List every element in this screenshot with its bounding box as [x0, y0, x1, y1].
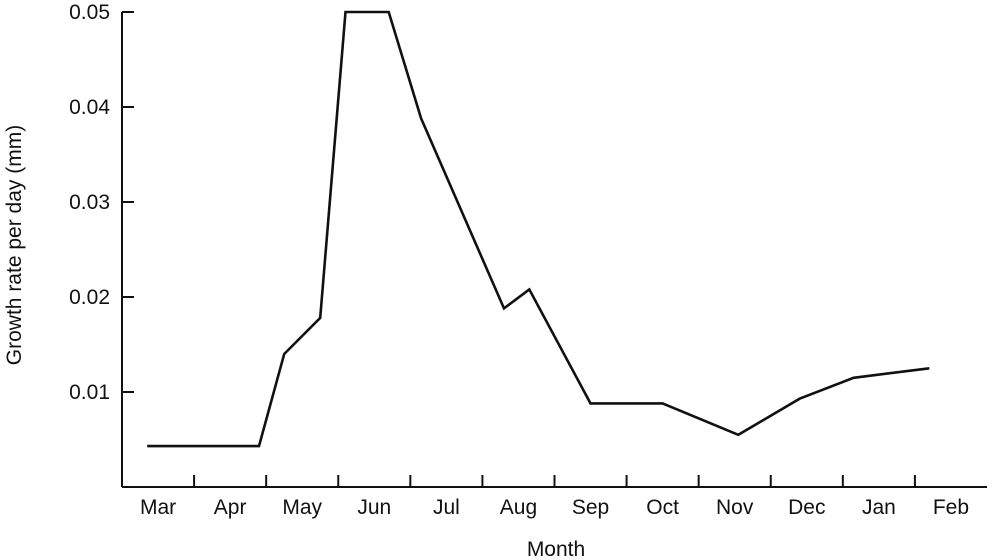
y-tick-label: 0.04	[69, 96, 110, 119]
x-tick-label: Jun	[357, 496, 391, 519]
y-tick-label: 0.05	[69, 1, 110, 24]
y-ticks: 0.01 0.02 0.03 0.04 0.05	[69, 1, 134, 404]
x-tick-label: Nov	[716, 496, 754, 519]
x-tick-label: Apr	[214, 496, 247, 519]
x-tick-label: Jan	[862, 496, 896, 519]
x-ticks: Mar Apr May Jun Jul Aug Sep Oct Nov Dec Jan Feb	[140, 475, 969, 519]
y-tick-label: 0.02	[69, 286, 110, 309]
y-axis-label: Growth rate per day (mm)	[3, 125, 26, 365]
x-axis-label: Month	[527, 538, 585, 560]
x-tick-label: Oct	[646, 496, 679, 519]
x-tick-label: Jul	[433, 496, 460, 519]
x-tick-label: Aug	[500, 496, 537, 519]
axes	[121, 12, 987, 488]
x-tick-label: Feb	[933, 496, 969, 519]
x-tick-label: May	[282, 496, 322, 519]
x-tick-label: Mar	[140, 496, 176, 519]
y-tick-label: 0.01	[69, 381, 110, 404]
x-tick-label: Sep	[572, 496, 609, 519]
x-tick-label: Dec	[788, 496, 825, 519]
series-line	[147, 10, 930, 448]
y-tick-label: 0.03	[69, 191, 110, 214]
series-group	[147, 10, 930, 448]
